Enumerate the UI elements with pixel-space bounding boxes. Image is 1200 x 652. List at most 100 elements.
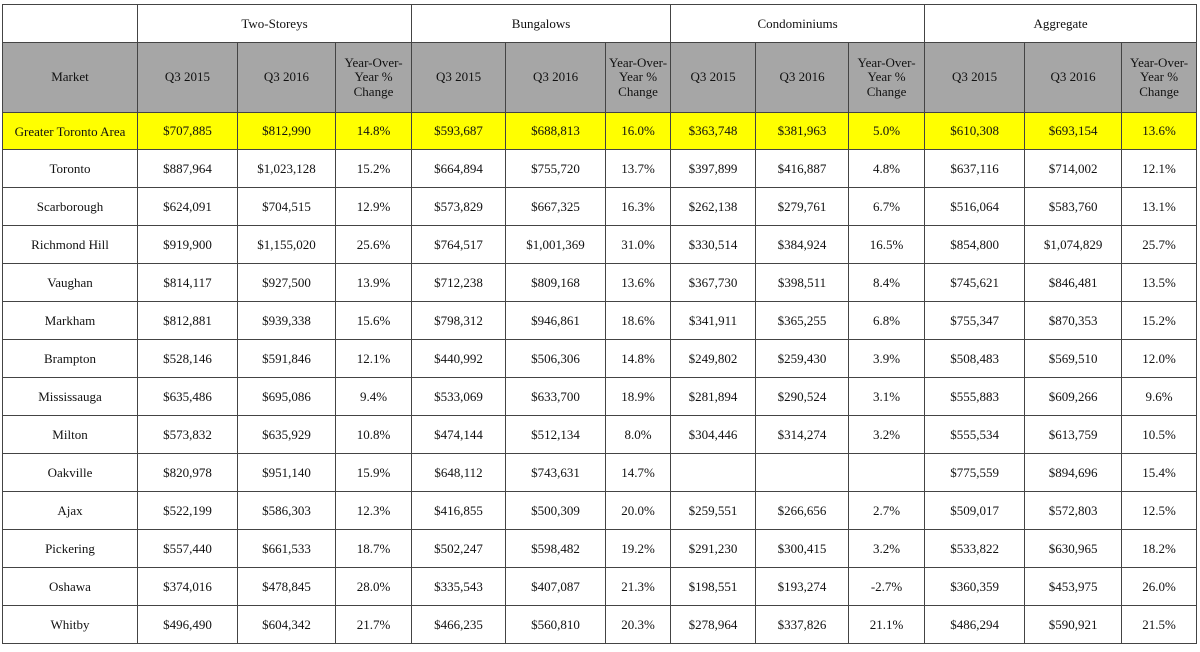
value-cell: $661,533 xyxy=(237,529,336,568)
column-header: Q3 2015 xyxy=(670,42,757,113)
value-cell: $416,887 xyxy=(755,149,850,188)
value-cell: $624,091 xyxy=(137,187,238,226)
group-header-row: Two-Storeys Bungalows Condominiums Aggre… xyxy=(2,4,1198,43)
value-cell: $496,490 xyxy=(137,605,238,644)
value-cell: $478,845 xyxy=(237,567,336,606)
value-cell: $466,235 xyxy=(411,605,507,644)
value-cell: 15.4% xyxy=(1121,453,1198,492)
value-cell: $633,700 xyxy=(505,377,607,416)
value-cell: $951,140 xyxy=(237,453,336,492)
market-cell: Brampton xyxy=(2,339,138,378)
value-cell: 13.7% xyxy=(605,149,672,188)
value-cell: $374,016 xyxy=(137,567,238,606)
corner-cell xyxy=(2,4,138,43)
value-cell: 13.1% xyxy=(1121,187,1198,226)
value-cell: 20.3% xyxy=(605,605,672,644)
value-cell: 12.9% xyxy=(334,187,413,226)
value-cell: $693,154 xyxy=(1024,112,1123,150)
table-row: Toronto $887,964 $1,023,128 15.2% $664,894 $7… xyxy=(2,149,1198,188)
value-cell: 6.7% xyxy=(848,187,926,226)
value-cell: 6.8% xyxy=(848,301,926,340)
value-cell: 3.9% xyxy=(848,339,926,378)
value-cell: $764,517 xyxy=(411,225,507,264)
value-cell: 25.7% xyxy=(1121,225,1198,264)
value-cell: $360,359 xyxy=(924,567,1026,606)
value-cell: 25.6% xyxy=(334,225,413,264)
value-cell: $198,551 xyxy=(670,567,757,606)
value-cell: $506,306 xyxy=(505,339,607,378)
market-cell: Greater Toronto Area xyxy=(2,112,138,150)
value-cell: 12.3% xyxy=(334,491,413,530)
value-cell: $528,146 xyxy=(137,339,238,378)
value-cell: $555,883 xyxy=(924,377,1026,416)
value-cell: 15.9% xyxy=(334,453,413,492)
value-cell: $870,353 xyxy=(1024,301,1123,340)
column-header: Q3 2016 xyxy=(755,42,850,113)
value-cell: $397,899 xyxy=(670,149,757,188)
value-cell: $502,247 xyxy=(411,529,507,568)
value-cell: $743,631 xyxy=(505,453,607,492)
market-cell: Whitby xyxy=(2,605,138,644)
value-cell: $266,656 xyxy=(755,491,850,530)
value-cell: $887,964 xyxy=(137,149,238,188)
value-cell: 13.6% xyxy=(605,263,672,302)
value-cell: 13.9% xyxy=(334,263,413,302)
column-header: Q3 2016 xyxy=(237,42,336,113)
value-cell: $278,964 xyxy=(670,605,757,644)
value-cell: $508,483 xyxy=(924,339,1026,378)
value-cell: $604,342 xyxy=(237,605,336,644)
value-cell: $363,748 xyxy=(670,112,757,150)
value-cell: $384,924 xyxy=(755,225,850,264)
value-cell: $341,911 xyxy=(670,301,757,340)
value-cell: $290,524 xyxy=(755,377,850,416)
value-cell: 10.8% xyxy=(334,415,413,454)
value-cell: $330,514 xyxy=(670,225,757,264)
value-cell: $259,551 xyxy=(670,491,757,530)
value-cell: $279,761 xyxy=(755,187,850,226)
table-row: Pickering $557,440 $661,533 18.7% $502,247 $5… xyxy=(2,529,1198,568)
value-cell: $745,621 xyxy=(924,263,1026,302)
value-cell: 16.0% xyxy=(605,112,672,150)
value-cell: $398,511 xyxy=(755,263,850,302)
market-cell: Markham xyxy=(2,301,138,340)
table-row: Greater Toronto Area $707,885 $812,990 14.8… xyxy=(2,112,1198,150)
market-cell: Mississauga xyxy=(2,377,138,416)
market-cell: Milton xyxy=(2,415,138,454)
value-cell: $946,861 xyxy=(505,301,607,340)
value-cell: $798,312 xyxy=(411,301,507,340)
value-cell: 21.7% xyxy=(334,605,413,644)
value-cell: $1,155,020 xyxy=(237,225,336,264)
table-row: Oshawa $374,016 $478,845 28.0% $335,543 $407,… xyxy=(2,567,1198,606)
value-cell: $573,829 xyxy=(411,187,507,226)
value-cell: $939,338 xyxy=(237,301,336,340)
value-cell: $820,978 xyxy=(137,453,238,492)
value-cell: 3.2% xyxy=(848,529,926,568)
table-row: Vaughan $814,117 $927,500 13.9% $712,238 $809… xyxy=(2,263,1198,302)
value-cell: $919,900 xyxy=(137,225,238,264)
value-cell: $573,832 xyxy=(137,415,238,454)
column-header: Q3 2015 xyxy=(411,42,507,113)
value-cell: $707,885 xyxy=(137,112,238,150)
value-cell: 14.8% xyxy=(334,112,413,150)
value-cell xyxy=(670,453,757,492)
table-row: Scarborough $624,091 $704,515 12.9% $573,829… xyxy=(2,187,1198,226)
value-cell: $609,266 xyxy=(1024,377,1123,416)
column-header: Year-Over-Year % Change xyxy=(334,42,413,113)
value-cell: 10.5% xyxy=(1121,415,1198,454)
value-cell: $367,730 xyxy=(670,263,757,302)
table-row: Markham $812,881 $939,338 15.6% $798,312 $946… xyxy=(2,301,1198,340)
table-row: Oakville $820,978 $951,140 15.9% $648,112 $74… xyxy=(2,453,1198,492)
value-cell: 21.3% xyxy=(605,567,672,606)
value-cell: 4.8% xyxy=(848,149,926,188)
column-header: Q3 2016 xyxy=(1024,42,1123,113)
value-cell: $927,500 xyxy=(237,263,336,302)
value-cell: 3.2% xyxy=(848,415,926,454)
price-table: Two-Storeys Bungalows Condominiums Aggre… xyxy=(2,4,1198,644)
value-cell: $598,482 xyxy=(505,529,607,568)
value-cell: $755,347 xyxy=(924,301,1026,340)
value-cell: $812,881 xyxy=(137,301,238,340)
value-cell: 13.5% xyxy=(1121,263,1198,302)
column-header-row: Market Q3 2015 Q3 2016 Year-Over-Year % … xyxy=(2,42,1198,113)
value-cell: 15.2% xyxy=(334,149,413,188)
value-cell: $775,559 xyxy=(924,453,1026,492)
